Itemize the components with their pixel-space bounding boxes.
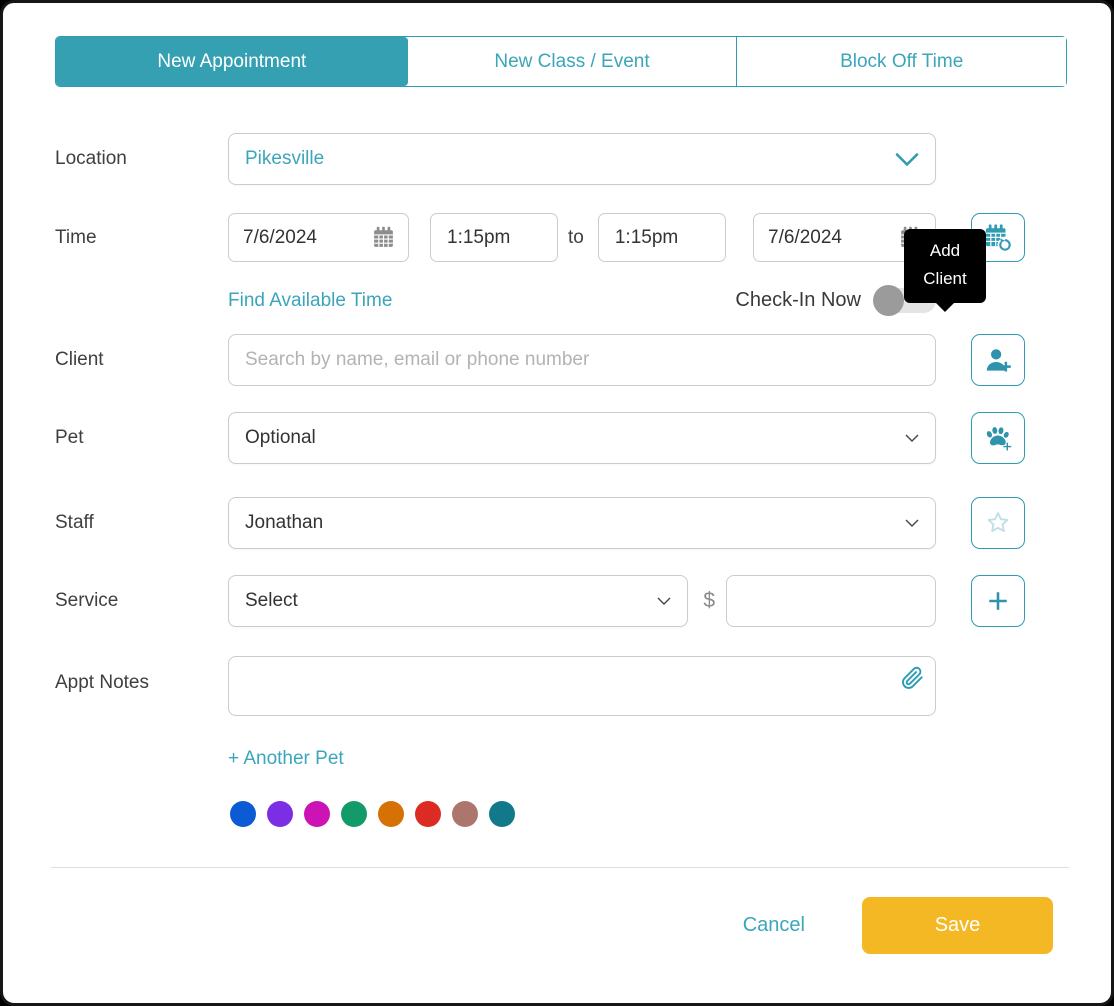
tab-new-appointment[interactable]: New Appointment [56,37,408,86]
tab-bar: New Appointment New Class / Event Block … [55,36,1067,87]
service-price-input[interactable] [726,575,936,627]
location-label: Location [55,148,127,169]
time-label: Time [55,226,97,248]
add-pet-button[interactable] [971,412,1025,464]
chevron-down-icon [905,434,919,443]
start-time-value: 1:15pm [447,226,511,248]
pet-color-palette [230,801,1111,827]
client-search-input[interactable] [228,334,936,386]
pet-color-dot[interactable] [304,801,330,827]
tab-new-appointment-label: New Appointment [157,50,307,72]
service-label: Service [55,590,119,611]
add-client-button[interactable] [971,334,1025,386]
pet-color-dot[interactable] [489,801,515,827]
pet-color-dot[interactable] [267,801,293,827]
location-value: Pikesville [245,148,325,169]
save-button[interactable]: Save [862,897,1053,954]
tab-new-class-event[interactable]: New Class / Event [407,37,737,86]
staff-select[interactable]: Jonathan [228,497,936,549]
add-service-button[interactable] [971,575,1025,627]
footer-divider [51,867,1069,868]
preferred-staff-button[interactable] [971,497,1025,549]
start-date-field[interactable]: 7/6/2024 [228,213,409,262]
appt-notes-textarea[interactable] [228,656,936,716]
pet-color-dot[interactable] [341,801,367,827]
plus-icon [984,587,1012,615]
pet-color-dot[interactable] [415,801,441,827]
tab-new-class-event-label: New Class / Event [494,50,650,72]
recurring-appointment-button[interactable] [971,213,1025,262]
to-label: to [568,226,584,248]
client-label: Client [55,349,104,370]
check-in-now-label: Check-In Now [735,289,861,311]
person-plus-icon [983,345,1013,375]
paperclip-icon[interactable] [899,664,926,696]
another-pet-link[interactable]: + Another Pet [228,748,344,769]
pet-label: Pet [55,427,84,448]
star-icon [984,509,1012,537]
end-date-value: 7/6/2024 [768,226,842,248]
tab-block-off-time[interactable]: Block Off Time [736,37,1067,86]
pet-select[interactable]: Optional [228,412,936,464]
calendar-repeat-icon [983,223,1013,253]
cancel-button[interactable]: Cancel [742,914,805,936]
start-date-value: 7/6/2024 [243,226,317,248]
pet-color-dot[interactable] [378,801,404,827]
staff-label: Staff [55,512,94,533]
currency-label: $ [703,589,715,612]
end-time-value: 1:15pm [614,226,679,248]
chevron-down-icon [895,152,919,167]
add-client-tooltip-text: Add Client [923,241,967,289]
chevron-down-icon [905,519,919,528]
paw-plus-icon [982,422,1014,454]
start-time-field[interactable]: 1:15pm [430,213,558,262]
service-value: Select [245,590,298,611]
toggle-knob [873,285,904,316]
end-time-field[interactable]: 1:15pm [597,213,726,262]
pet-color-dot[interactable] [230,801,256,827]
location-select[interactable]: Pikesville [228,133,936,185]
tab-block-off-time-label: Block Off Time [840,50,964,72]
find-available-time-link[interactable]: Find Available Time [228,289,393,311]
chevron-down-icon [657,597,671,606]
pet-value: Optional [245,427,316,448]
service-select[interactable]: Select [228,575,688,627]
add-client-tooltip: Add Client [904,229,986,304]
appt-notes-label: Appt Notes [55,672,149,693]
staff-value: Jonathan [245,512,324,533]
calendar-icon [371,225,396,250]
pet-color-dot[interactable] [452,801,478,827]
